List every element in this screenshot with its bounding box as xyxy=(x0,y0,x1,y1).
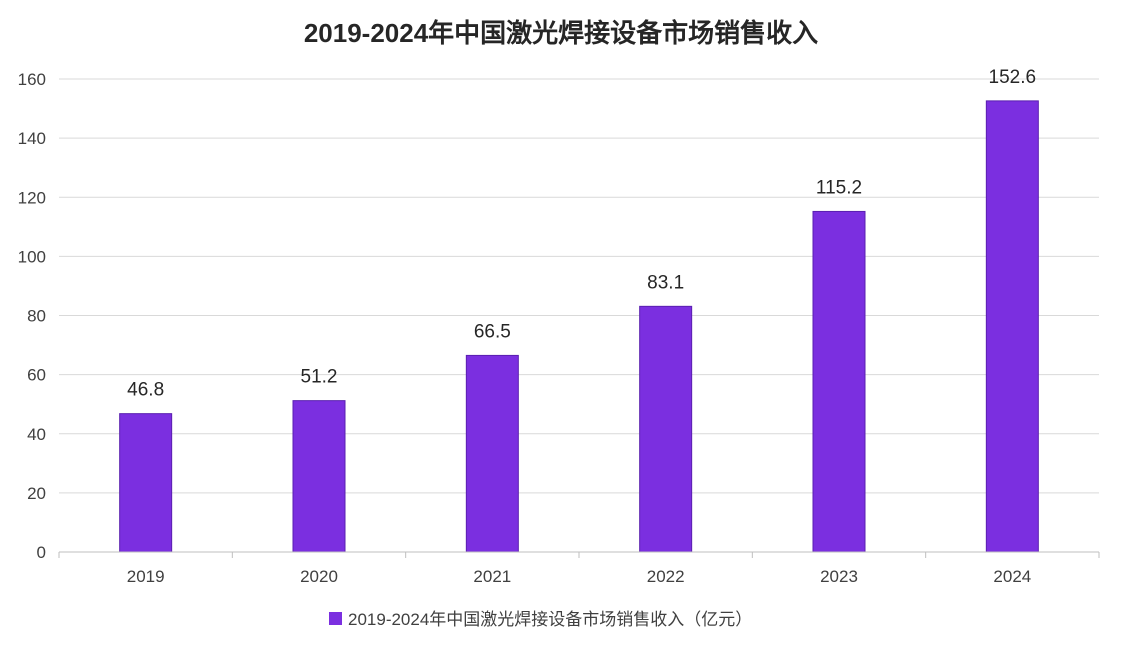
x-axis xyxy=(58,551,1100,558)
bar-2020 xyxy=(292,400,346,553)
y-tick-label: 40 xyxy=(27,425,46,444)
gridlines xyxy=(59,78,1099,494)
x-tick-label-2023: 2023 xyxy=(820,567,858,586)
y-tick-label: 120 xyxy=(18,188,46,207)
bar-2019 xyxy=(119,413,173,553)
y-tick-label: 140 xyxy=(18,129,46,148)
x-axis-tick-labels: 2019 2020 2021 2022 2023 2024 xyxy=(127,567,1031,586)
data-label-2021: 66.5 xyxy=(474,321,511,342)
x-tick-label-2024: 2024 xyxy=(993,567,1031,586)
y-tick-label: 80 xyxy=(27,307,46,326)
y-tick-label: 160 xyxy=(18,70,46,89)
bar-2021 xyxy=(465,354,519,553)
x-tick-label-2019: 2019 xyxy=(127,567,165,586)
data-label-2019: 46.8 xyxy=(127,380,164,401)
data-label-2024: 152.6 xyxy=(989,67,1037,88)
y-tick-label: 0 xyxy=(37,543,46,562)
legend-swatch xyxy=(329,612,342,625)
x-tick-label-2022: 2022 xyxy=(647,567,685,586)
data-label-2020: 51.2 xyxy=(301,367,338,388)
y-tick-label: 60 xyxy=(27,366,46,385)
bar-2024 xyxy=(985,100,1039,553)
bar-2022 xyxy=(639,305,693,553)
chart-title: 2019-2024年中国激光焊接设备市场销售收入 xyxy=(304,18,818,48)
data-label-2022: 83.1 xyxy=(647,272,684,293)
data-label-2023: 115.2 xyxy=(816,177,862,198)
data-labels: 46.8 51.2 66.5 83.1 115.2 152.6 xyxy=(127,67,1036,401)
y-tick-label: 20 xyxy=(27,484,46,503)
bars xyxy=(119,100,1039,553)
y-axis-tick-labels: 0 20 40 60 80 100 120 140 160 xyxy=(18,70,46,562)
bar-2023 xyxy=(812,210,866,553)
legend: 2019-2024年中国激光焊接设备市场销售收入（亿元） xyxy=(329,610,752,629)
y-tick-label: 100 xyxy=(18,247,46,266)
x-tick-label-2020: 2020 xyxy=(300,567,338,586)
x-tick-label-2021: 2021 xyxy=(473,567,511,586)
legend-label: 2019-2024年中国激光焊接设备市场销售收入（亿元） xyxy=(348,610,752,629)
